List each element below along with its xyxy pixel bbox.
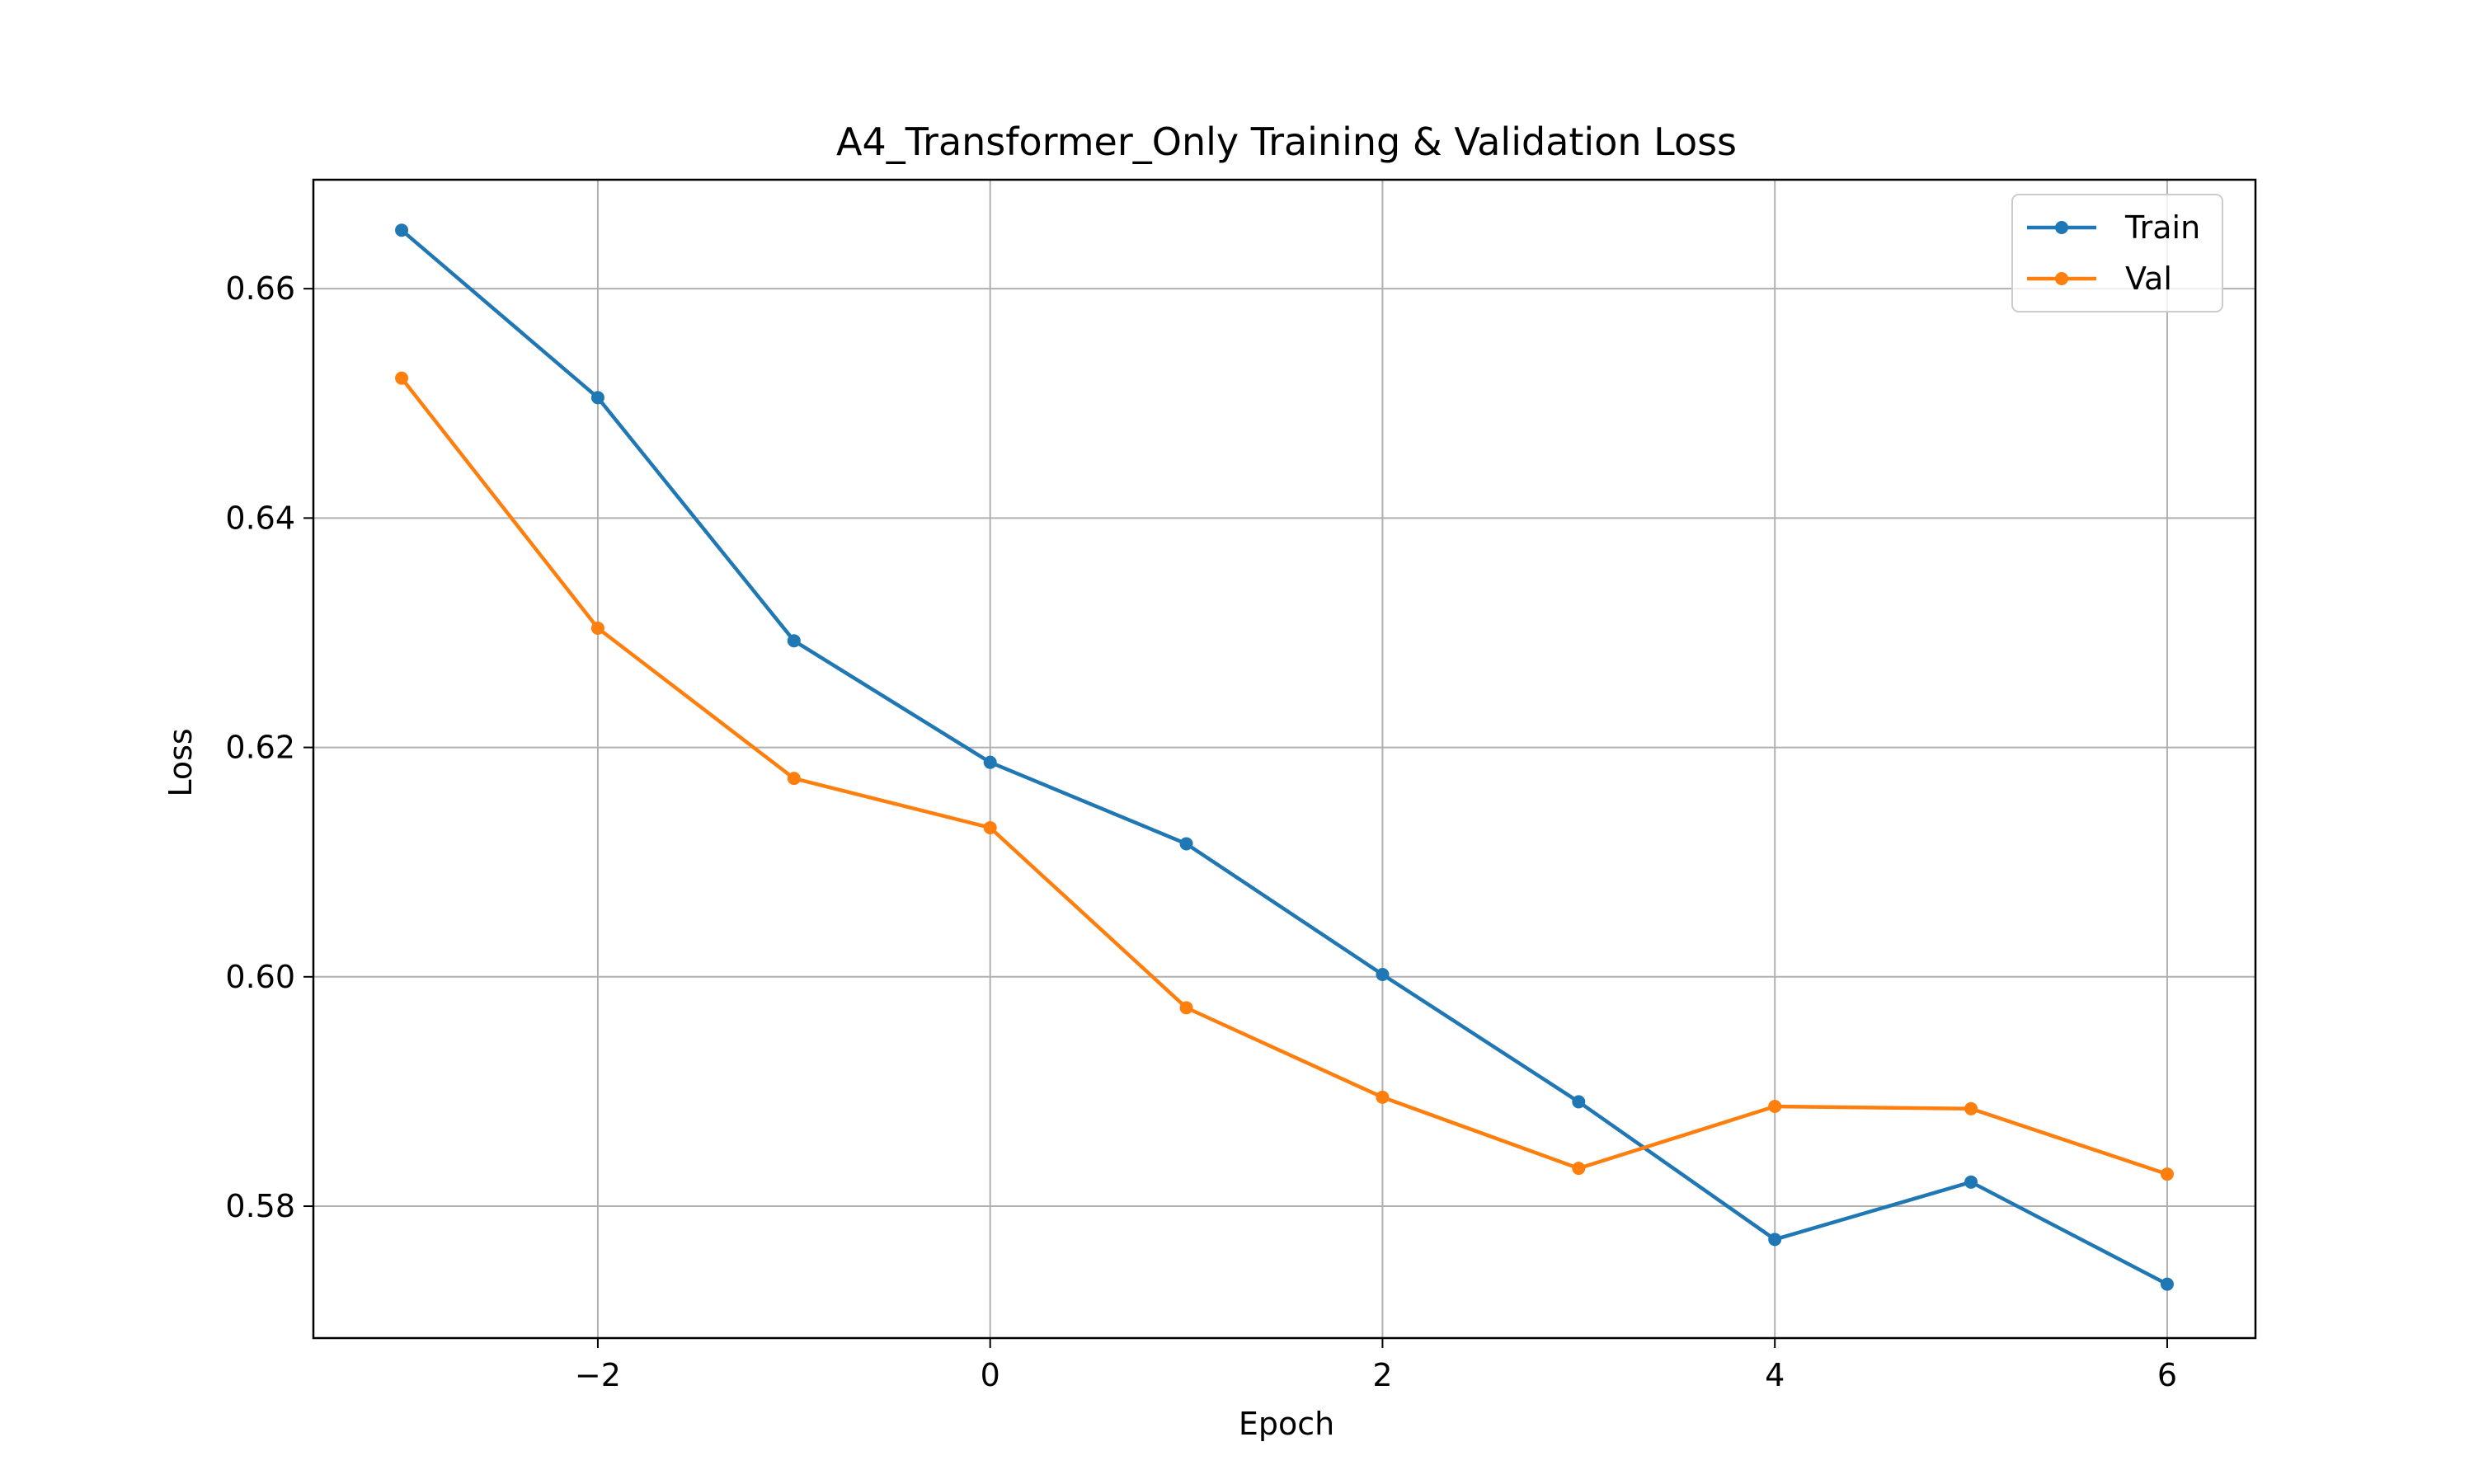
data-point-val	[2160, 1167, 2174, 1181]
series-val	[395, 371, 2174, 1181]
data-point-train	[1768, 1233, 1782, 1247]
data-point-val	[1376, 1090, 1390, 1104]
data-point-train	[1572, 1095, 1586, 1109]
y-axis-label: Loss	[162, 728, 199, 796]
legend-marker-val	[2055, 272, 2068, 285]
x-tick-label: 2	[1372, 1357, 1392, 1393]
data-point-val	[590, 621, 604, 635]
data-point-val	[1768, 1100, 1782, 1113]
y-tick-label: 0.64	[225, 500, 295, 536]
series-line-train	[399, 228, 2170, 1286]
data-point-val	[787, 772, 801, 786]
data-point-val	[1179, 1001, 1193, 1015]
data-point-train	[2160, 1277, 2174, 1291]
data-point-val	[1572, 1162, 1586, 1176]
y-tick-label: 0.66	[225, 270, 295, 307]
y-tick-label: 0.60	[225, 959, 295, 995]
x-axis-label: Epoch	[1239, 1406, 1334, 1442]
x-tick-label: 6	[2157, 1357, 2177, 1393]
data-point-train	[395, 223, 409, 237]
legend: Train Val	[2011, 194, 2223, 312]
series-layer	[395, 223, 2174, 1291]
x-tick-label: −2	[575, 1357, 621, 1393]
x-tick-label: 0	[981, 1357, 1000, 1393]
plot-frame	[312, 178, 2257, 1340]
series-line-val	[399, 376, 2170, 1176]
data-point-val	[395, 371, 409, 385]
data-point-train	[787, 634, 801, 648]
data-point-train	[1376, 968, 1390, 982]
chart-title: A4_Transformer_Only Training & Validatio…	[836, 120, 1737, 164]
data-point-train	[1964, 1175, 1978, 1189]
y-tick-label: 0.58	[225, 1188, 295, 1224]
legend-label-train: Train	[2124, 209, 2200, 246]
legend-label-val: Val	[2125, 261, 2172, 297]
data-point-train	[1179, 837, 1193, 851]
axis-ticks: −2 0 2 4 6 0.58 0.60 0.62 0.64 0.66	[225, 270, 2177, 1393]
data-point-val	[1964, 1101, 1978, 1115]
data-point-train	[983, 755, 997, 769]
x-tick-label: 4	[1765, 1357, 1785, 1393]
data-point-val	[983, 820, 997, 834]
series-train	[395, 223, 2174, 1291]
data-point-train	[590, 391, 604, 405]
legend-marker-train	[2055, 221, 2068, 234]
y-tick-label: 0.62	[225, 730, 295, 766]
